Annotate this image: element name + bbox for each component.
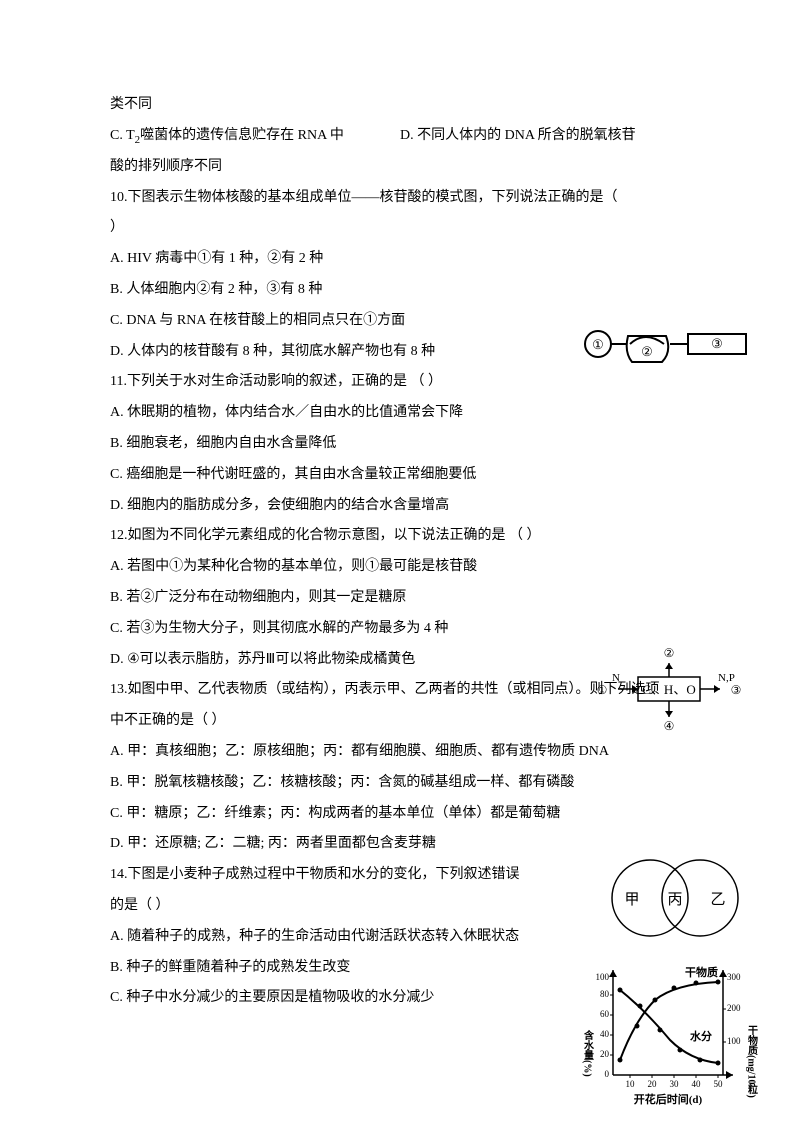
svg-text:40: 40 <box>692 1079 702 1089</box>
q11-option-c: C. 癌细胞是一种代谢旺盛的，其自由水含量较正常细胞要低 <box>110 460 690 491</box>
svg-text:20: 20 <box>648 1079 658 1089</box>
q13-figure: 甲 丙 乙 <box>590 850 760 945</box>
q10-stem-2: ） <box>110 213 690 244</box>
svg-text:①: ① <box>592 337 604 352</box>
svg-text:40: 40 <box>600 1029 610 1039</box>
svg-text:100: 100 <box>727 1036 741 1046</box>
svg-text:②: ② <box>664 646 675 660</box>
svg-text:水分: 水分 <box>690 1029 712 1043</box>
svg-text:200: 200 <box>727 1003 741 1013</box>
svg-text:乙: 乙 <box>710 892 725 908</box>
svg-text:0: 0 <box>605 1069 610 1079</box>
svg-text:③: ③ <box>711 336 723 351</box>
q12-figure: C、H、O N ① ② N,P ③ ④ <box>590 645 750 735</box>
q10-option-b: B. 人体细胞内②有 2 种，③有 8 种 <box>110 275 690 306</box>
q13-option-c: C. 甲：糖原；乙：纤维素；丙：构成两者的基本单位（单体）都是葡萄糖 <box>110 799 690 830</box>
svg-text:甲: 甲 <box>624 892 639 908</box>
q11-option-d: D. 细胞内的脂肪成分多，会使细胞内的结合水含量增高 <box>110 491 690 522</box>
q11-option-a: A. 休眠期的植物，体内结合水／自由水的比值通常会下降 <box>110 398 690 429</box>
q12-option-b: B. 若②广泛分布在动物细胞内，则其一定是糖原 <box>110 583 690 614</box>
svg-text:10: 10 <box>626 1079 636 1089</box>
carryover-tail: 酸的排列顺序不同 <box>110 152 690 183</box>
svg-text:100: 100 <box>596 972 610 982</box>
svg-text:丙: 丙 <box>667 892 682 908</box>
svg-text:60: 60 <box>600 1009 610 1019</box>
svg-text:含水量(%): 含水量(%) <box>582 1029 595 1077</box>
carryover-option-d: D. 不同人体内的 DNA 所含的脱氧核苷 <box>400 121 690 152</box>
q12-stem: 12.如图为不同化学元素组成的化合物示意图，以下说法正确的是 （ ） <box>110 521 690 552</box>
svg-text:30: 30 <box>670 1079 680 1089</box>
svg-text:50: 50 <box>714 1079 724 1089</box>
svg-text:干物质: 干物质 <box>685 965 718 979</box>
q12-option-a: A. 若图中①为某种化合物的基本单位，则①最可能是核苷酸 <box>110 552 690 583</box>
carryover-option-c: C. T2噬菌体的遗传信息贮存在 RNA 中 <box>110 121 400 152</box>
svg-text:③: ③ <box>731 683 742 697</box>
svg-text:20: 20 <box>600 1049 610 1059</box>
svg-text:80: 80 <box>600 989 610 999</box>
page-content: 类不同 C. T2噬菌体的遗传信息贮存在 RNA 中 D. 不同人体内的 DNA… <box>110 90 690 1014</box>
q10-option-a: A. HIV 病毒中①有 1 种，②有 2 种 <box>110 244 690 275</box>
carryover-options-cd: C. T2噬菌体的遗传信息贮存在 RNA 中 D. 不同人体内的 DNA 所含的… <box>110 121 690 152</box>
svg-text:①: ① <box>597 683 608 697</box>
carryover-line: 类不同 <box>110 90 690 121</box>
q12-option-c: C. 若③为生物大分子，则其彻底水解的产物最多为 4 种 <box>110 614 690 645</box>
svg-text:N: N <box>612 672 620 684</box>
q14-figure: 0 20 40 60 80 100 100 200 300 10 20 30 4… <box>575 960 760 1110</box>
q10-figure: ① ② ③ <box>580 322 750 387</box>
svg-text:②: ② <box>641 344 653 359</box>
svg-text:300: 300 <box>727 972 741 982</box>
q13-option-b: B. 甲：脱氧核糖核酸；乙：核糖核酸；丙：含氮的碱基组成一样、都有磷酸 <box>110 768 690 799</box>
q10-stem-1: 10.下图表示生物体核酸的基本组成单位——核苷酸的模式图，下列说法正确的是（ <box>110 183 690 214</box>
svg-text:开花后时间(d): 开花后时间(d) <box>634 1092 703 1106</box>
svg-text:C、H、O: C、H、O <box>642 682 695 697</box>
q11-option-b: B. 细胞衰老，细胞内自由水含量降低 <box>110 429 690 460</box>
svg-text:④: ④ <box>664 719 675 733</box>
q13-option-a: A. 甲：真核细胞；乙：原核细胞；丙：都有细胞膜、细胞质、都有遗传物质 DNA <box>110 737 690 768</box>
svg-text:干物质(mg/10粒): 干物质(mg/10粒) <box>746 1025 758 1098</box>
